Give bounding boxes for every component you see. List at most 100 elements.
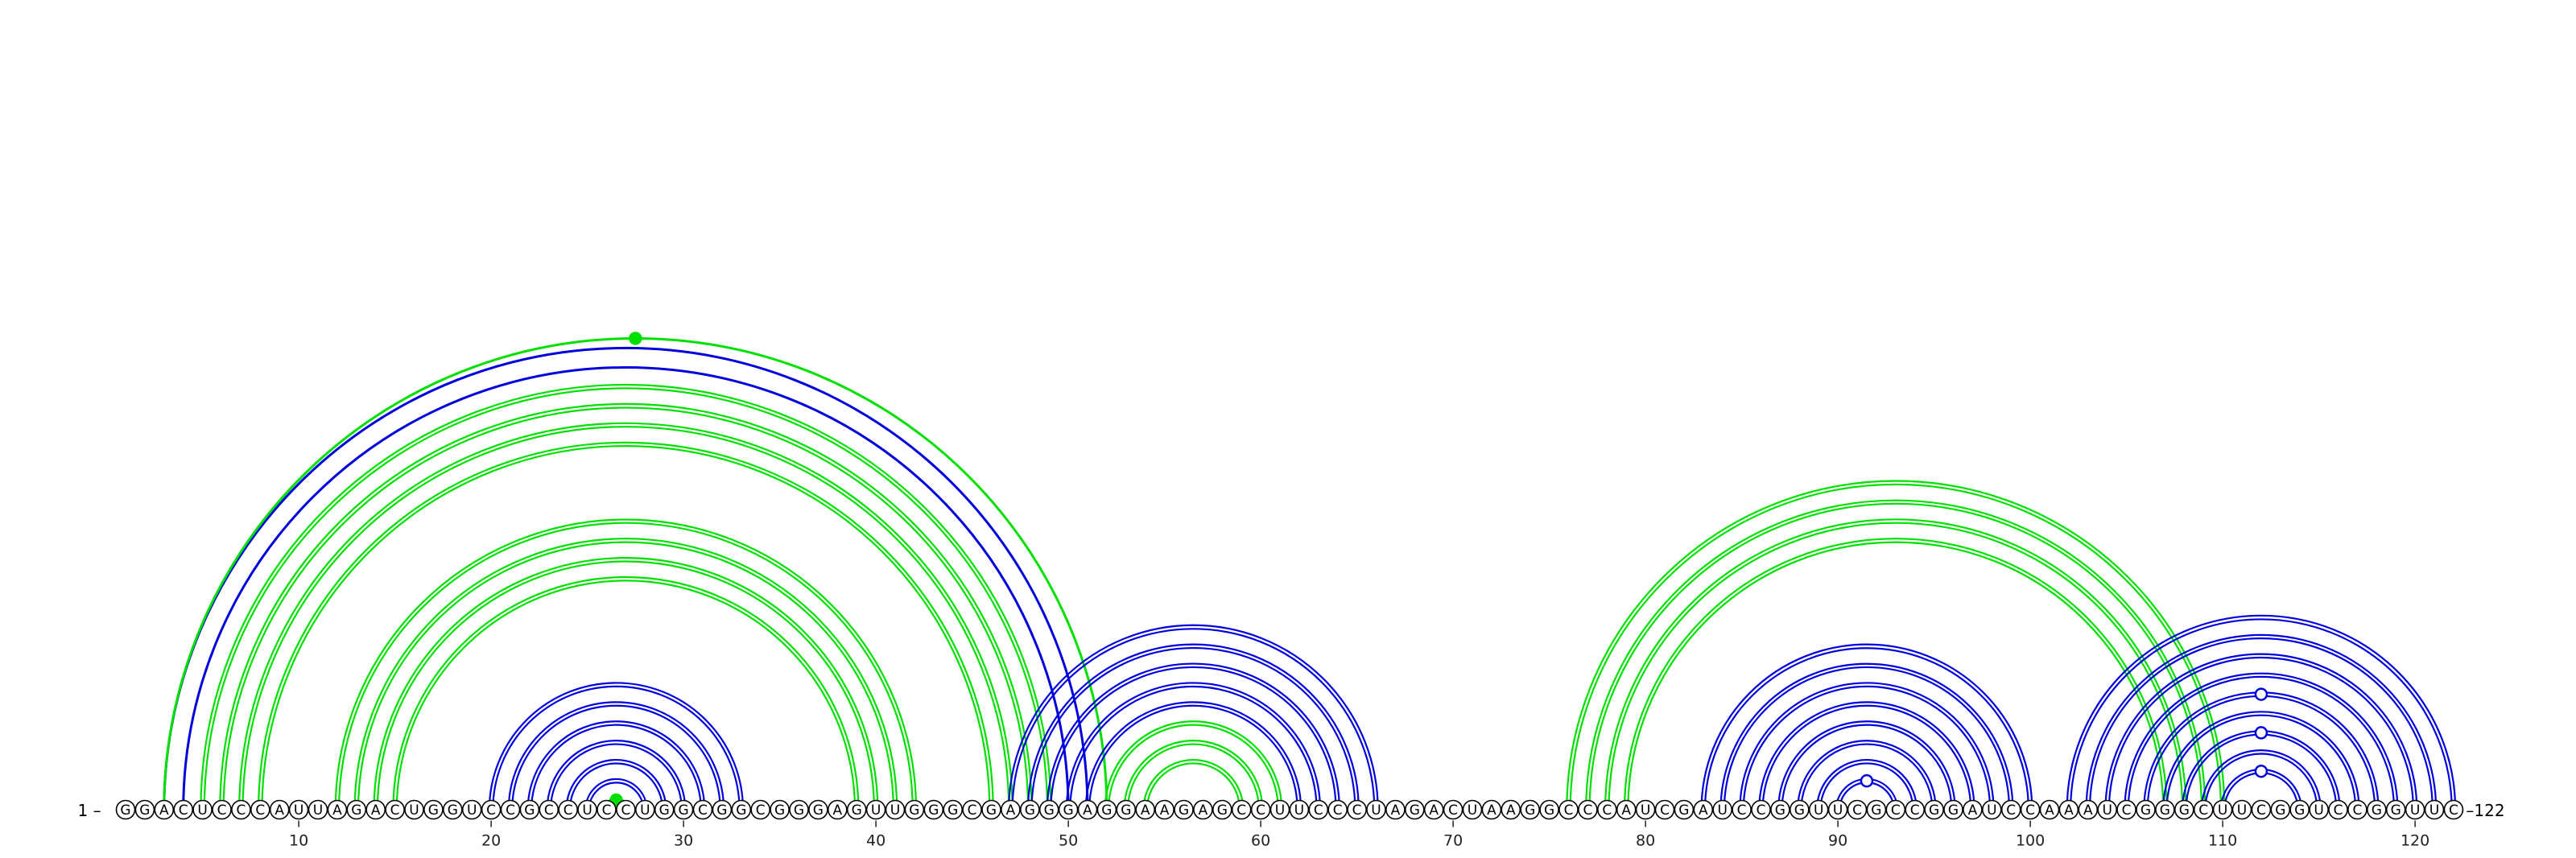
nucleotide: C [597,799,617,820]
nucleotide-letter: U [1717,802,1727,819]
nucleotide-letter: G [852,802,862,819]
nucleotide-letter: C [1583,802,1592,819]
nucleotide-letter: C [2449,802,2458,819]
nucleotide-circle [1308,799,1329,820]
arc-green-13-41-line1 [357,541,894,811]
nucleotide: C [1847,799,1868,820]
arc-blue-106-118-line2 [2143,691,2380,811]
arc-green-79-107-line2 [1623,538,2168,811]
arc-blue-85-98-line2 [1739,682,1995,811]
arc-green-12-42-line1 [338,522,914,811]
arc-green-77-109-line1 [1588,502,2203,811]
nucleotide-circle [2309,799,2329,820]
nucleotide-letter: C [2334,802,2343,819]
nucleotide: A [1693,799,1714,820]
nucleotide: C [2251,799,2272,820]
nucleotide: C [750,799,771,820]
arc-blue-20-33-line1 [492,685,741,811]
arc-blue-105-119-line1 [2127,675,2396,811]
nucleotide: G [808,799,828,820]
nucleotide-circle [1654,799,1675,820]
nucleotide-letter: A [1429,802,1439,819]
nucleotide-letter: U [871,802,881,819]
arc-green-14-40-line1 [376,560,875,811]
nucleotide: U [1289,799,1310,820]
nucleotide: G [1520,799,1540,820]
arc-blue-86-97-line1 [1761,704,1972,811]
nucleotide-letter: C [506,802,515,819]
nucleotide: A [1616,799,1637,820]
arc-blue-88-95-line1 [1800,743,1934,811]
nucleotide-circle [2270,799,2291,820]
nucleotide: U [2424,799,2445,820]
nucleotide: U [2097,799,2117,820]
nucleotide-letter: A [1083,802,1092,819]
arc-blue-84-99-line2 [1719,662,2014,811]
tick-label: 100 [2016,832,2045,850]
arc-blue-84-99-line1 [1723,666,2011,811]
nucleotide: G [442,799,463,820]
nucleotide-circle [1385,799,1406,820]
nucleotide-letter: A [1391,802,1401,819]
nucleotide-letter: G [1525,802,1535,819]
nucleotide: U [1808,799,1829,820]
nucleotide-letter: A [2064,802,2074,819]
nucleotide: U [404,799,424,820]
tick-label: 30 [674,832,693,850]
nucleotide: G [981,799,1001,820]
nucleotide-letter: G [2391,802,2401,819]
nucleotide: A [1154,799,1174,820]
nucleotide: U [865,799,886,820]
nucleotide: A [828,799,848,820]
nucleotide-circle [712,799,733,820]
nucleotide-letter: G [716,802,727,819]
nucleotide-letter: A [371,802,381,819]
arc-green-6-48-line1 [222,406,1030,811]
nucleotide-circle [2231,799,2252,820]
nucleotide: C [962,799,982,820]
nucleotide: G [673,799,694,820]
tick-label: 110 [2208,832,2237,850]
nucleotide-circle [2251,799,2272,820]
arc-blue-88-95-line2 [1797,740,1937,811]
nucleotide-circle [461,799,482,820]
nucleotide-letter: C [1352,802,1362,819]
nucleotide-letter: C [2256,802,2266,819]
nucleotide-circle [1020,799,1040,820]
nucleotide: G [2289,799,2310,820]
nucleotide-letter: A [159,802,169,819]
arcs-layer [163,336,2457,811]
nucleotide-letter: A [275,802,284,819]
nucleotide-circle [404,799,424,820]
nucleotide: G [1790,799,1810,820]
tick-label: 10 [289,832,308,850]
nucleotide-circle [134,799,155,820]
nucleotide-letter: C [1737,802,1747,819]
apex-dot-110-114 [2254,764,2268,778]
nucleotide: A [1501,799,1521,820]
nucleotide-letter: A [1621,802,1631,819]
nucleotide-letter: U [1641,802,1650,819]
nucleotide-letter: C [1448,802,1458,819]
arc-green-7-47-line2 [238,422,1013,811]
nucleotide: C [2020,799,2041,820]
nucleotide-letter: C [2198,802,2208,819]
nucleotide: C [2193,799,2214,820]
nucleotide-circle [1885,799,1906,820]
nucleotide: G [770,799,790,820]
nucleotide-letter: C [544,802,554,819]
nucleotide-letter: A [1006,802,1016,819]
nucleotide: A [2058,799,2079,820]
arc-blue-83-100-line2 [1700,643,2033,811]
nucleotide-circle [1038,799,1059,820]
nucleotide-circle [885,799,906,820]
nucleotide: C [2347,799,2368,820]
nucleotide: G [654,799,675,820]
nucleotide-letter: G [947,802,958,819]
nucleotide: C [231,799,251,820]
tick-label: 50 [1059,832,1078,850]
nucleotide-circle [519,799,540,820]
nucleotide-letter: U [1275,802,1285,819]
arc-green-7-47-line1 [242,426,1010,811]
